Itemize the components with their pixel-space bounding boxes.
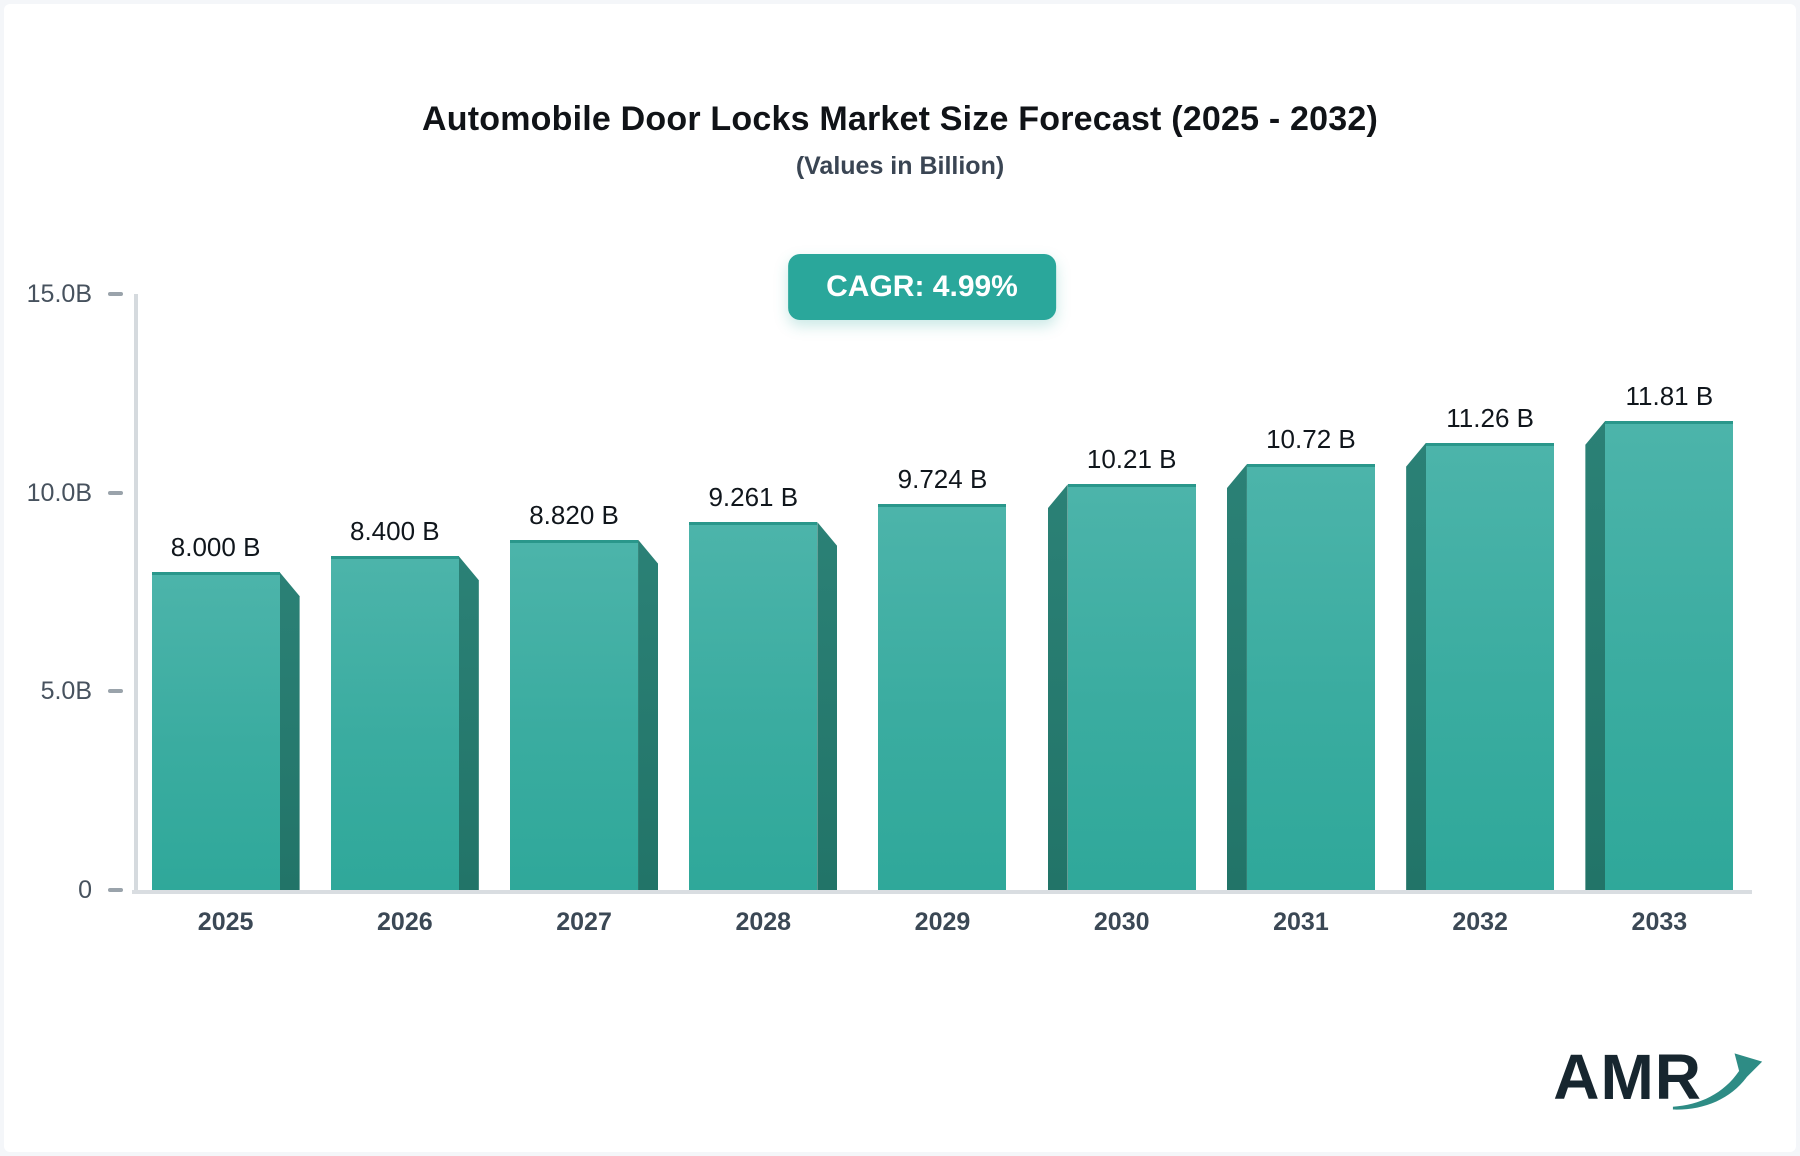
x-axis-line [132,890,1752,894]
x-axis-label: 2029 [914,908,971,936]
y-tick-label: 5.0B [40,677,92,706]
x-axis-label: 2028 [735,908,792,936]
bar-side-shadow [1226,464,1247,890]
x-axis-label: 2031 [1273,908,1329,936]
x-axis-label: 2032 [1452,908,1508,936]
bar [1226,464,1375,890]
y-tick-dash [108,888,123,892]
bar-slot: 8.000 B [136,294,315,890]
bar-slot: 8.820 B [494,294,673,890]
bar-face [330,556,459,890]
bar-slot: 8.400 B [315,294,494,890]
x-axis-label: 2025 [197,908,254,936]
x-axis-label: 2033 [1631,908,1688,936]
bar-chart: 15.0B 10.0B 5.0B 0 8.000 B 8.400 B 8.820 B 9.2… [4,4,1796,1152]
amr-logo-arrow-icon [1672,1053,1763,1110]
bar-face [1605,420,1734,890]
y-tick-dash [108,689,123,694]
chart-card: Automobile Door Locks Market Size Foreca… [4,4,1796,1152]
x-axis-labels: 2025 2026 2027 2028 2029 2030 2031 2032 2033 [136,908,1749,937]
bar-value-label: 10.72 B [1266,424,1356,455]
y-tick-label: 0 [78,876,92,904]
bar [510,539,659,890]
bar-slot: 9.261 B [674,294,853,890]
bar-side-shadow [458,556,479,890]
bar [330,556,479,890]
x-axis-label: 2026 [377,908,433,936]
bar-value-label: 8.400 B [350,516,440,547]
bar [151,572,300,890]
y-tick-label: 10.0B [26,478,92,507]
bar-slot: 9.724 B [853,294,1032,890]
bar-face [878,503,1007,890]
bar-face [689,522,818,890]
bar-face [1067,484,1196,890]
bar-value-label: 11.81 B [1625,380,1714,411]
y-tick-dash [108,490,123,495]
bar-slot: 10.21 B [1032,294,1211,890]
bar-slot: 11.26 B [1391,294,1570,890]
bar-value-label: 8.000 B [170,532,261,563]
chart-title: Automobile Door Locks Market Size Foreca… [422,100,1378,138]
bar-side-shadow [638,539,659,890]
y-axis-line [134,294,138,892]
bar [689,522,838,890]
bar [1406,442,1555,890]
plot-area: 8.000 B 8.400 B 8.820 B 9.261 B 9.724 B 10.21… [136,294,1749,890]
y-tick-label: 15.0B [26,280,92,308]
bar-side-shadow [1585,420,1606,890]
bar-side-shadow [1406,442,1427,890]
bar [1585,420,1734,890]
bar-face [1426,442,1555,890]
bar-slot: 10.72 B [1211,294,1390,890]
amr-logo: AMR [1553,1041,1764,1114]
bar-face [510,539,639,890]
bar-value-label: 8.820 B [529,499,619,530]
bar-value-label: 11.26 B [1446,402,1534,433]
amr-logo-text: AMR [1553,1041,1702,1114]
bar-face [1246,464,1375,890]
x-axis-label: 2027 [556,908,612,936]
bar-side-shadow [817,522,838,890]
bar-side-shadow [1047,484,1068,890]
cagr-badge: CAGR: 4.99% [788,254,1056,320]
chart-subtitle: (Values in Billion) [795,152,1005,180]
bar-side-shadow [279,572,300,890]
x-axis-label: 2030 [1093,908,1150,936]
bar-value-label: 9.261 B [708,482,799,513]
bar-face [151,572,280,890]
bar [1047,484,1196,890]
bar-value-label: 9.724 B [897,463,988,494]
y-tick-dash [108,292,123,296]
bar [878,503,1007,890]
bar-value-label: 10.21 B [1086,444,1177,475]
bar-slot: 11.81 B [1570,294,1749,890]
